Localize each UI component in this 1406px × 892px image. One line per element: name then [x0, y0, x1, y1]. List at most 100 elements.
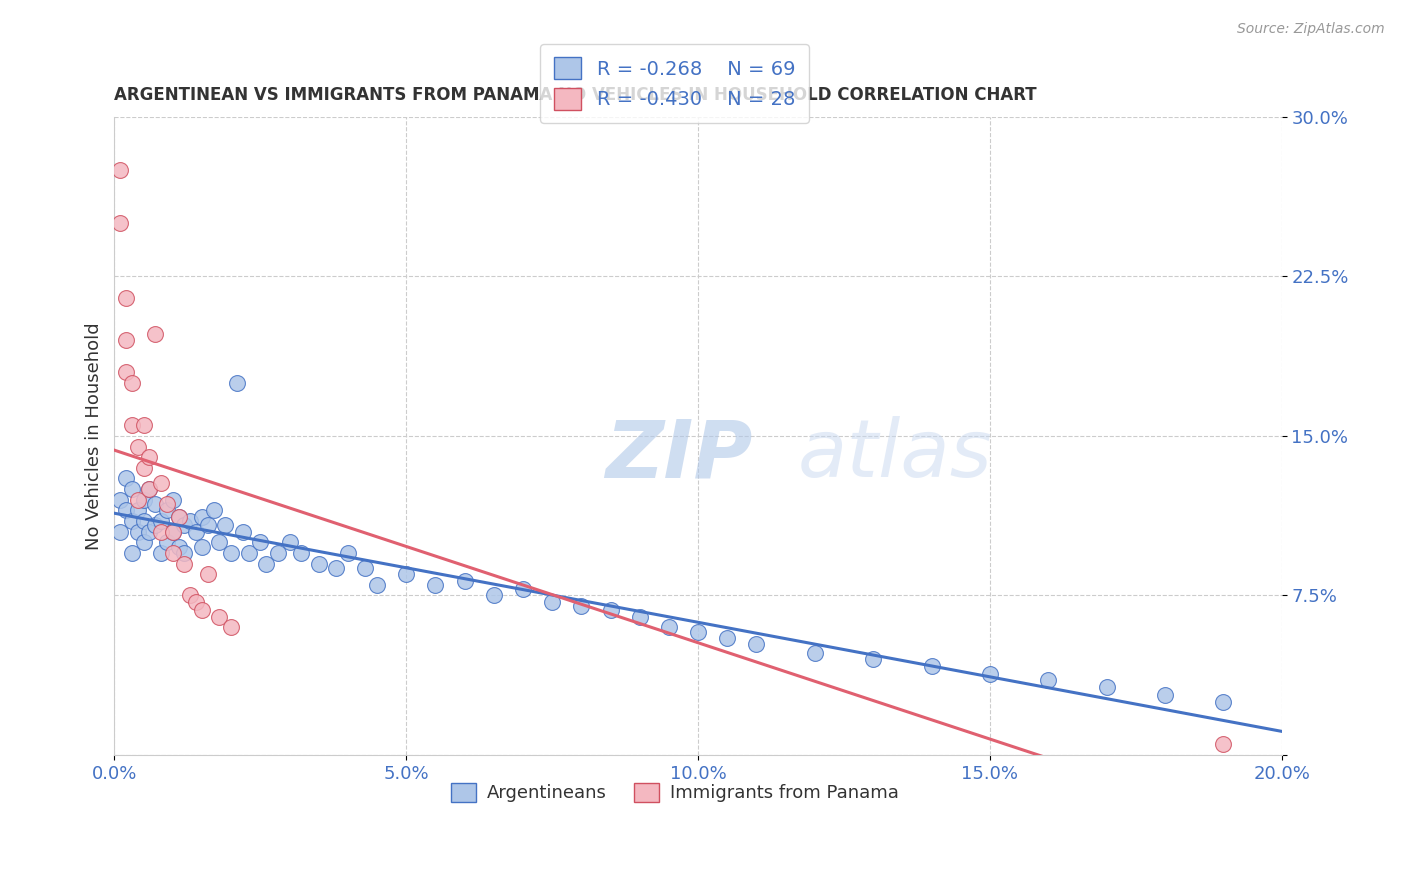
Point	[249, 535, 271, 549]
Point	[226, 376, 249, 390]
Point	[127, 524, 149, 539]
Point	[162, 524, 184, 539]
Point	[156, 503, 179, 517]
Point	[658, 620, 681, 634]
Point	[173, 557, 195, 571]
Point	[1212, 695, 1234, 709]
Point	[325, 561, 347, 575]
Text: atlas: atlas	[797, 416, 993, 494]
Point	[425, 578, 447, 592]
Point	[121, 482, 143, 496]
Point	[716, 631, 738, 645]
Point	[1154, 689, 1177, 703]
Point	[162, 524, 184, 539]
Point	[686, 624, 709, 639]
Point	[121, 418, 143, 433]
Point	[115, 291, 138, 305]
Point	[184, 524, 207, 539]
Point	[132, 492, 155, 507]
Point	[138, 450, 160, 465]
Point	[232, 524, 254, 539]
Point	[179, 514, 201, 528]
Point	[115, 471, 138, 485]
Text: ZIP: ZIP	[605, 416, 752, 494]
Point	[115, 365, 138, 379]
Point	[1212, 737, 1234, 751]
Point	[167, 509, 190, 524]
Point	[921, 658, 943, 673]
Point	[191, 540, 214, 554]
Point	[395, 567, 418, 582]
Point	[115, 503, 138, 517]
Point	[127, 492, 149, 507]
Point	[143, 518, 166, 533]
Point	[143, 497, 166, 511]
Point	[453, 574, 475, 588]
Point	[127, 440, 149, 454]
Point	[156, 535, 179, 549]
Point	[173, 546, 195, 560]
Point	[162, 546, 184, 560]
Point	[482, 589, 505, 603]
Point	[354, 561, 377, 575]
Point	[115, 333, 138, 347]
Point	[628, 609, 651, 624]
Text: Source: ZipAtlas.com: Source: ZipAtlas.com	[1237, 22, 1385, 37]
Point	[138, 524, 160, 539]
Point	[197, 518, 219, 533]
Point	[110, 524, 132, 539]
Point	[138, 482, 160, 496]
Point	[121, 546, 143, 560]
Point	[191, 603, 214, 617]
Point	[156, 497, 179, 511]
Point	[150, 514, 173, 528]
Point	[202, 503, 225, 517]
Y-axis label: No Vehicles in Household: No Vehicles in Household	[86, 322, 103, 549]
Point	[132, 535, 155, 549]
Point	[127, 503, 149, 517]
Point	[173, 518, 195, 533]
Point	[150, 475, 173, 490]
Point	[162, 492, 184, 507]
Point	[150, 524, 173, 539]
Point	[862, 652, 884, 666]
Point	[121, 514, 143, 528]
Point	[745, 637, 768, 651]
Point	[167, 540, 190, 554]
Point	[110, 163, 132, 178]
Point	[184, 595, 207, 609]
Point	[121, 376, 143, 390]
Text: ARGENTINEAN VS IMMIGRANTS FROM PANAMA NO VEHICLES IN HOUSEHOLD CORRELATION CHART: ARGENTINEAN VS IMMIGRANTS FROM PANAMA NO…	[114, 87, 1038, 104]
Point	[267, 546, 290, 560]
Point	[1095, 680, 1118, 694]
Point	[143, 326, 166, 341]
Point	[804, 646, 827, 660]
Point	[278, 535, 301, 549]
Point	[290, 546, 312, 560]
Point	[541, 595, 564, 609]
Point	[979, 667, 1001, 681]
Point	[308, 557, 330, 571]
Point	[208, 609, 231, 624]
Point	[366, 578, 388, 592]
Point	[336, 546, 359, 560]
Point	[132, 461, 155, 475]
Point	[179, 589, 201, 603]
Point	[110, 216, 132, 230]
Point	[599, 603, 621, 617]
Point	[219, 620, 242, 634]
Point	[208, 535, 231, 549]
Point	[132, 514, 155, 528]
Point	[214, 518, 236, 533]
Legend: Argentineans, Immigrants from Panama: Argentineans, Immigrants from Panama	[443, 775, 905, 810]
Point	[569, 599, 592, 613]
Point	[132, 418, 155, 433]
Point	[219, 546, 242, 560]
Point	[254, 557, 277, 571]
Point	[238, 546, 260, 560]
Point	[167, 509, 190, 524]
Point	[138, 482, 160, 496]
Point	[512, 582, 534, 596]
Point	[197, 567, 219, 582]
Point	[150, 546, 173, 560]
